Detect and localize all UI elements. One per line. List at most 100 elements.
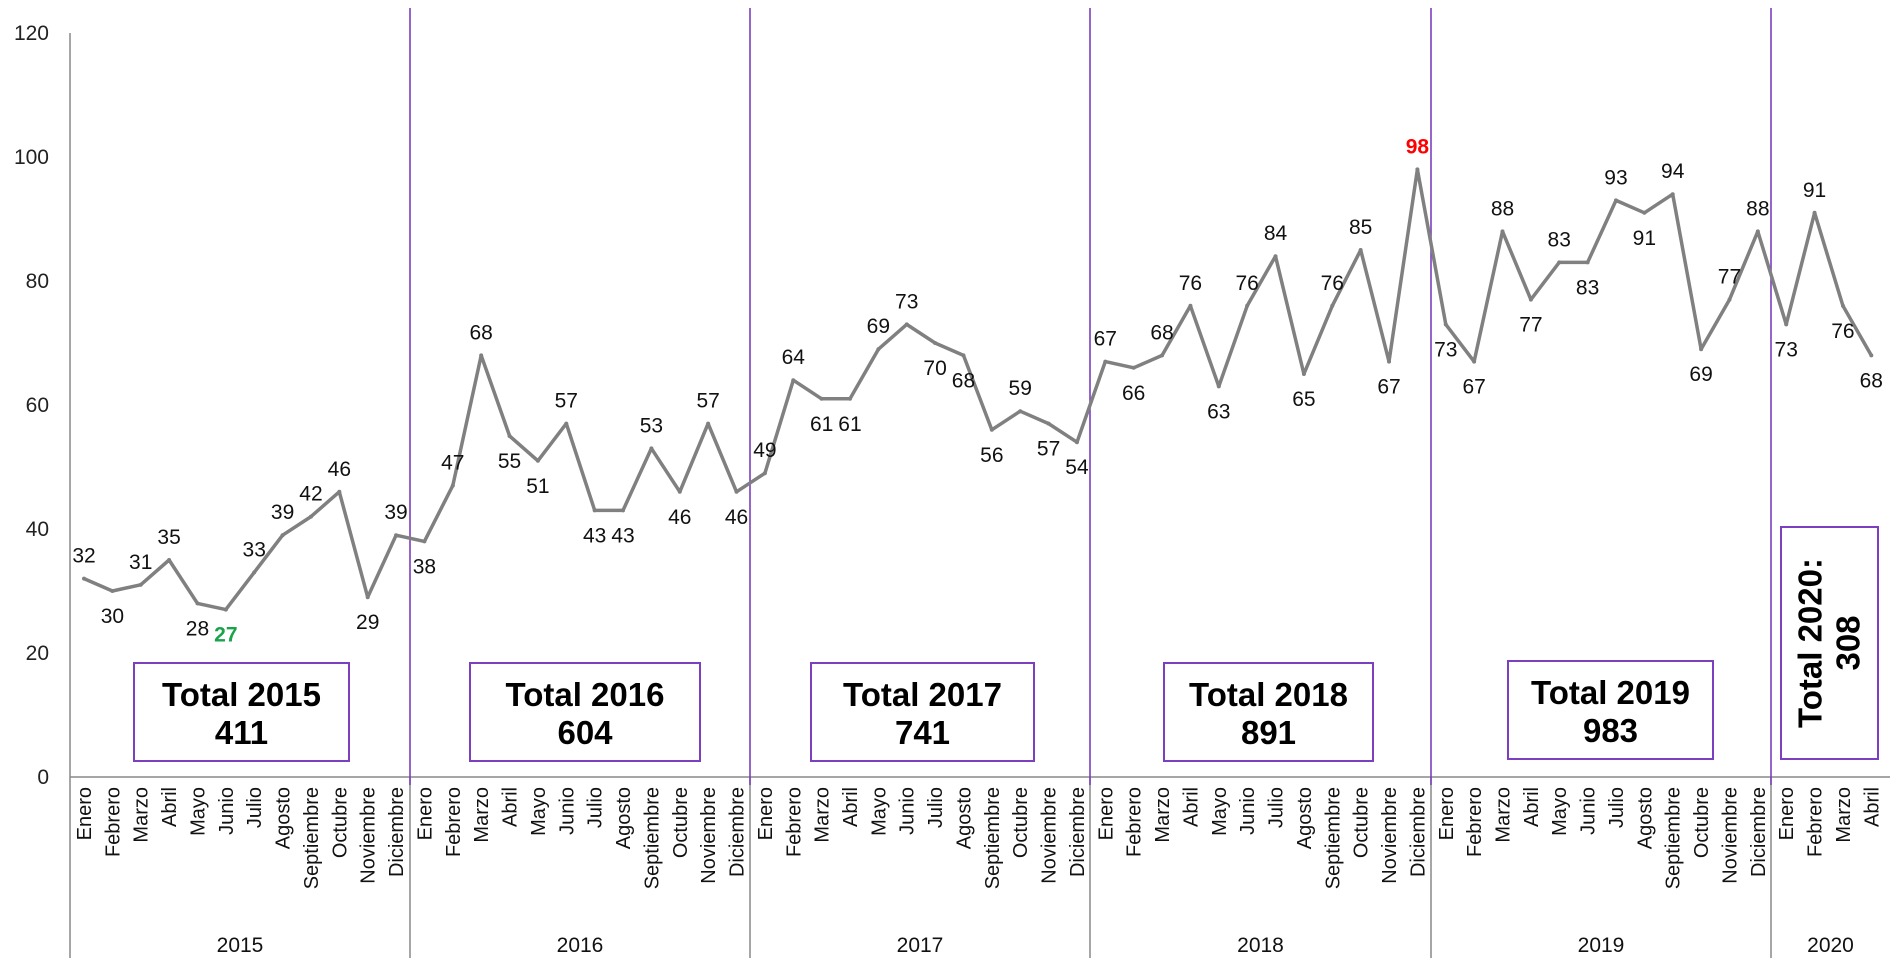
data-label: 83 — [1548, 228, 1571, 251]
data-point — [1642, 210, 1647, 215]
data-label: 57 — [555, 390, 578, 413]
data-point — [1755, 229, 1760, 234]
data-label: 67 — [1377, 376, 1400, 399]
x-tick-label: Septiembre — [1322, 787, 1344, 889]
year-label: 2018 — [1237, 934, 1284, 957]
data-point — [82, 576, 86, 581]
x-tick-label: Junio — [897, 787, 919, 835]
x-tick-label: Septiembre — [1663, 787, 1685, 889]
total-label-line: Total 2016 — [506, 676, 665, 713]
data-label: 53 — [640, 414, 663, 437]
data-point — [1245, 303, 1250, 308]
data-label: 77 — [1718, 266, 1741, 289]
data-point — [195, 601, 200, 606]
total-label-line: 983 — [1583, 712, 1638, 749]
x-tick-label: Septiembre — [982, 787, 1004, 889]
data-label: 91 — [1633, 227, 1656, 250]
data-label: 68 — [952, 369, 975, 392]
x-tick-label: Noviembre — [1039, 787, 1061, 884]
data-label: 56 — [980, 444, 1003, 467]
data-point — [1613, 198, 1618, 203]
data-point — [252, 570, 257, 575]
data-point — [1443, 322, 1448, 327]
data-label: 93 — [1604, 166, 1627, 189]
total-box — [1507, 660, 1714, 760]
data-label: 51 — [526, 475, 549, 498]
x-tick-label: Febrero — [1805, 787, 1827, 857]
data-point — [1557, 260, 1562, 265]
data-point — [450, 483, 455, 488]
x-tick-label: Octubre — [1010, 787, 1032, 858]
year-label: 2017 — [897, 934, 944, 957]
data-point — [677, 489, 682, 494]
total-label-line: 891 — [1241, 714, 1296, 751]
data-point — [734, 489, 739, 494]
data-label: 61 — [810, 413, 833, 436]
data-label: 43 — [611, 524, 634, 547]
x-tick-label: Junio — [1237, 787, 1259, 835]
data-label: 27 — [214, 624, 237, 647]
total-label: Total 2018 891 — [1189, 676, 1348, 751]
x-tick-label: Noviembre — [358, 787, 380, 884]
x-tick-label: Enero — [414, 787, 436, 840]
x-tick-label: Marzo — [131, 787, 153, 843]
data-point — [706, 421, 711, 426]
data-label: 43 — [583, 524, 606, 547]
data-label: 88 — [1491, 197, 1514, 220]
data-label: 46 — [328, 458, 351, 481]
data-point — [337, 489, 342, 494]
y-tick-label: 0 — [37, 766, 49, 789]
data-point — [1188, 303, 1193, 308]
data-point — [621, 508, 626, 513]
data-point — [1528, 297, 1533, 302]
data-label: 39 — [271, 501, 294, 524]
total-label-line: Total 2017 — [843, 676, 1002, 713]
total-label: Total 2017 741 — [843, 676, 1002, 751]
x-tick-label: Junio — [1578, 787, 1600, 835]
data-label: 30 — [101, 605, 124, 628]
data-point — [1216, 384, 1221, 389]
x-tick-label: Septiembre — [641, 787, 663, 889]
data-label: 63 — [1207, 400, 1230, 423]
x-tick-label: Octubre — [329, 787, 351, 858]
x-tick-label: Junio — [216, 787, 238, 835]
data-point — [989, 427, 994, 432]
x-tick-label: Junio — [556, 787, 578, 835]
data-label: 59 — [1009, 377, 1032, 400]
x-tick-label: Agosto — [1294, 787, 1316, 849]
data-label: 69 — [1689, 363, 1712, 386]
data-label: 85 — [1349, 216, 1372, 239]
data-point — [1727, 297, 1732, 302]
data-point — [1869, 353, 1874, 358]
x-tick-label: Julio — [244, 787, 266, 828]
data-label: 70 — [923, 357, 946, 380]
x-tick-label: Abril — [500, 787, 522, 827]
data-label: 42 — [299, 483, 322, 506]
data-label: 33 — [243, 538, 266, 561]
x-tick-label: Enero — [755, 787, 777, 840]
y-tick-label: 60 — [26, 394, 49, 417]
total-label: Total 2020:308 — [1792, 558, 1867, 728]
data-label: 47 — [441, 452, 464, 475]
data-point — [394, 533, 399, 538]
x-tick-label: Mayo — [868, 787, 890, 836]
data-label: 73 — [895, 290, 918, 313]
x-tick-label: Enero — [1436, 787, 1458, 840]
data-label: 77 — [1519, 314, 1542, 337]
data-label: 76 — [1321, 272, 1344, 295]
data-point — [592, 508, 597, 513]
data-label: 35 — [157, 526, 180, 549]
data-label: 76 — [1235, 272, 1258, 295]
x-tick-label: Julio — [585, 787, 607, 828]
x-tick-label: Mayo — [187, 787, 209, 836]
x-tick-label: Agosto — [273, 787, 295, 849]
x-tick-label: Noviembre — [1719, 787, 1741, 884]
x-tick-label: Octubre — [1691, 787, 1713, 858]
year-label: 2020 — [1807, 934, 1854, 957]
data-label: 66 — [1122, 382, 1145, 405]
x-tick-label: Septiembre — [301, 787, 323, 889]
data-point — [1699, 347, 1704, 352]
x-tick-label: Diciembre — [1748, 787, 1770, 877]
x-tick-label: Octubre — [1351, 787, 1373, 858]
